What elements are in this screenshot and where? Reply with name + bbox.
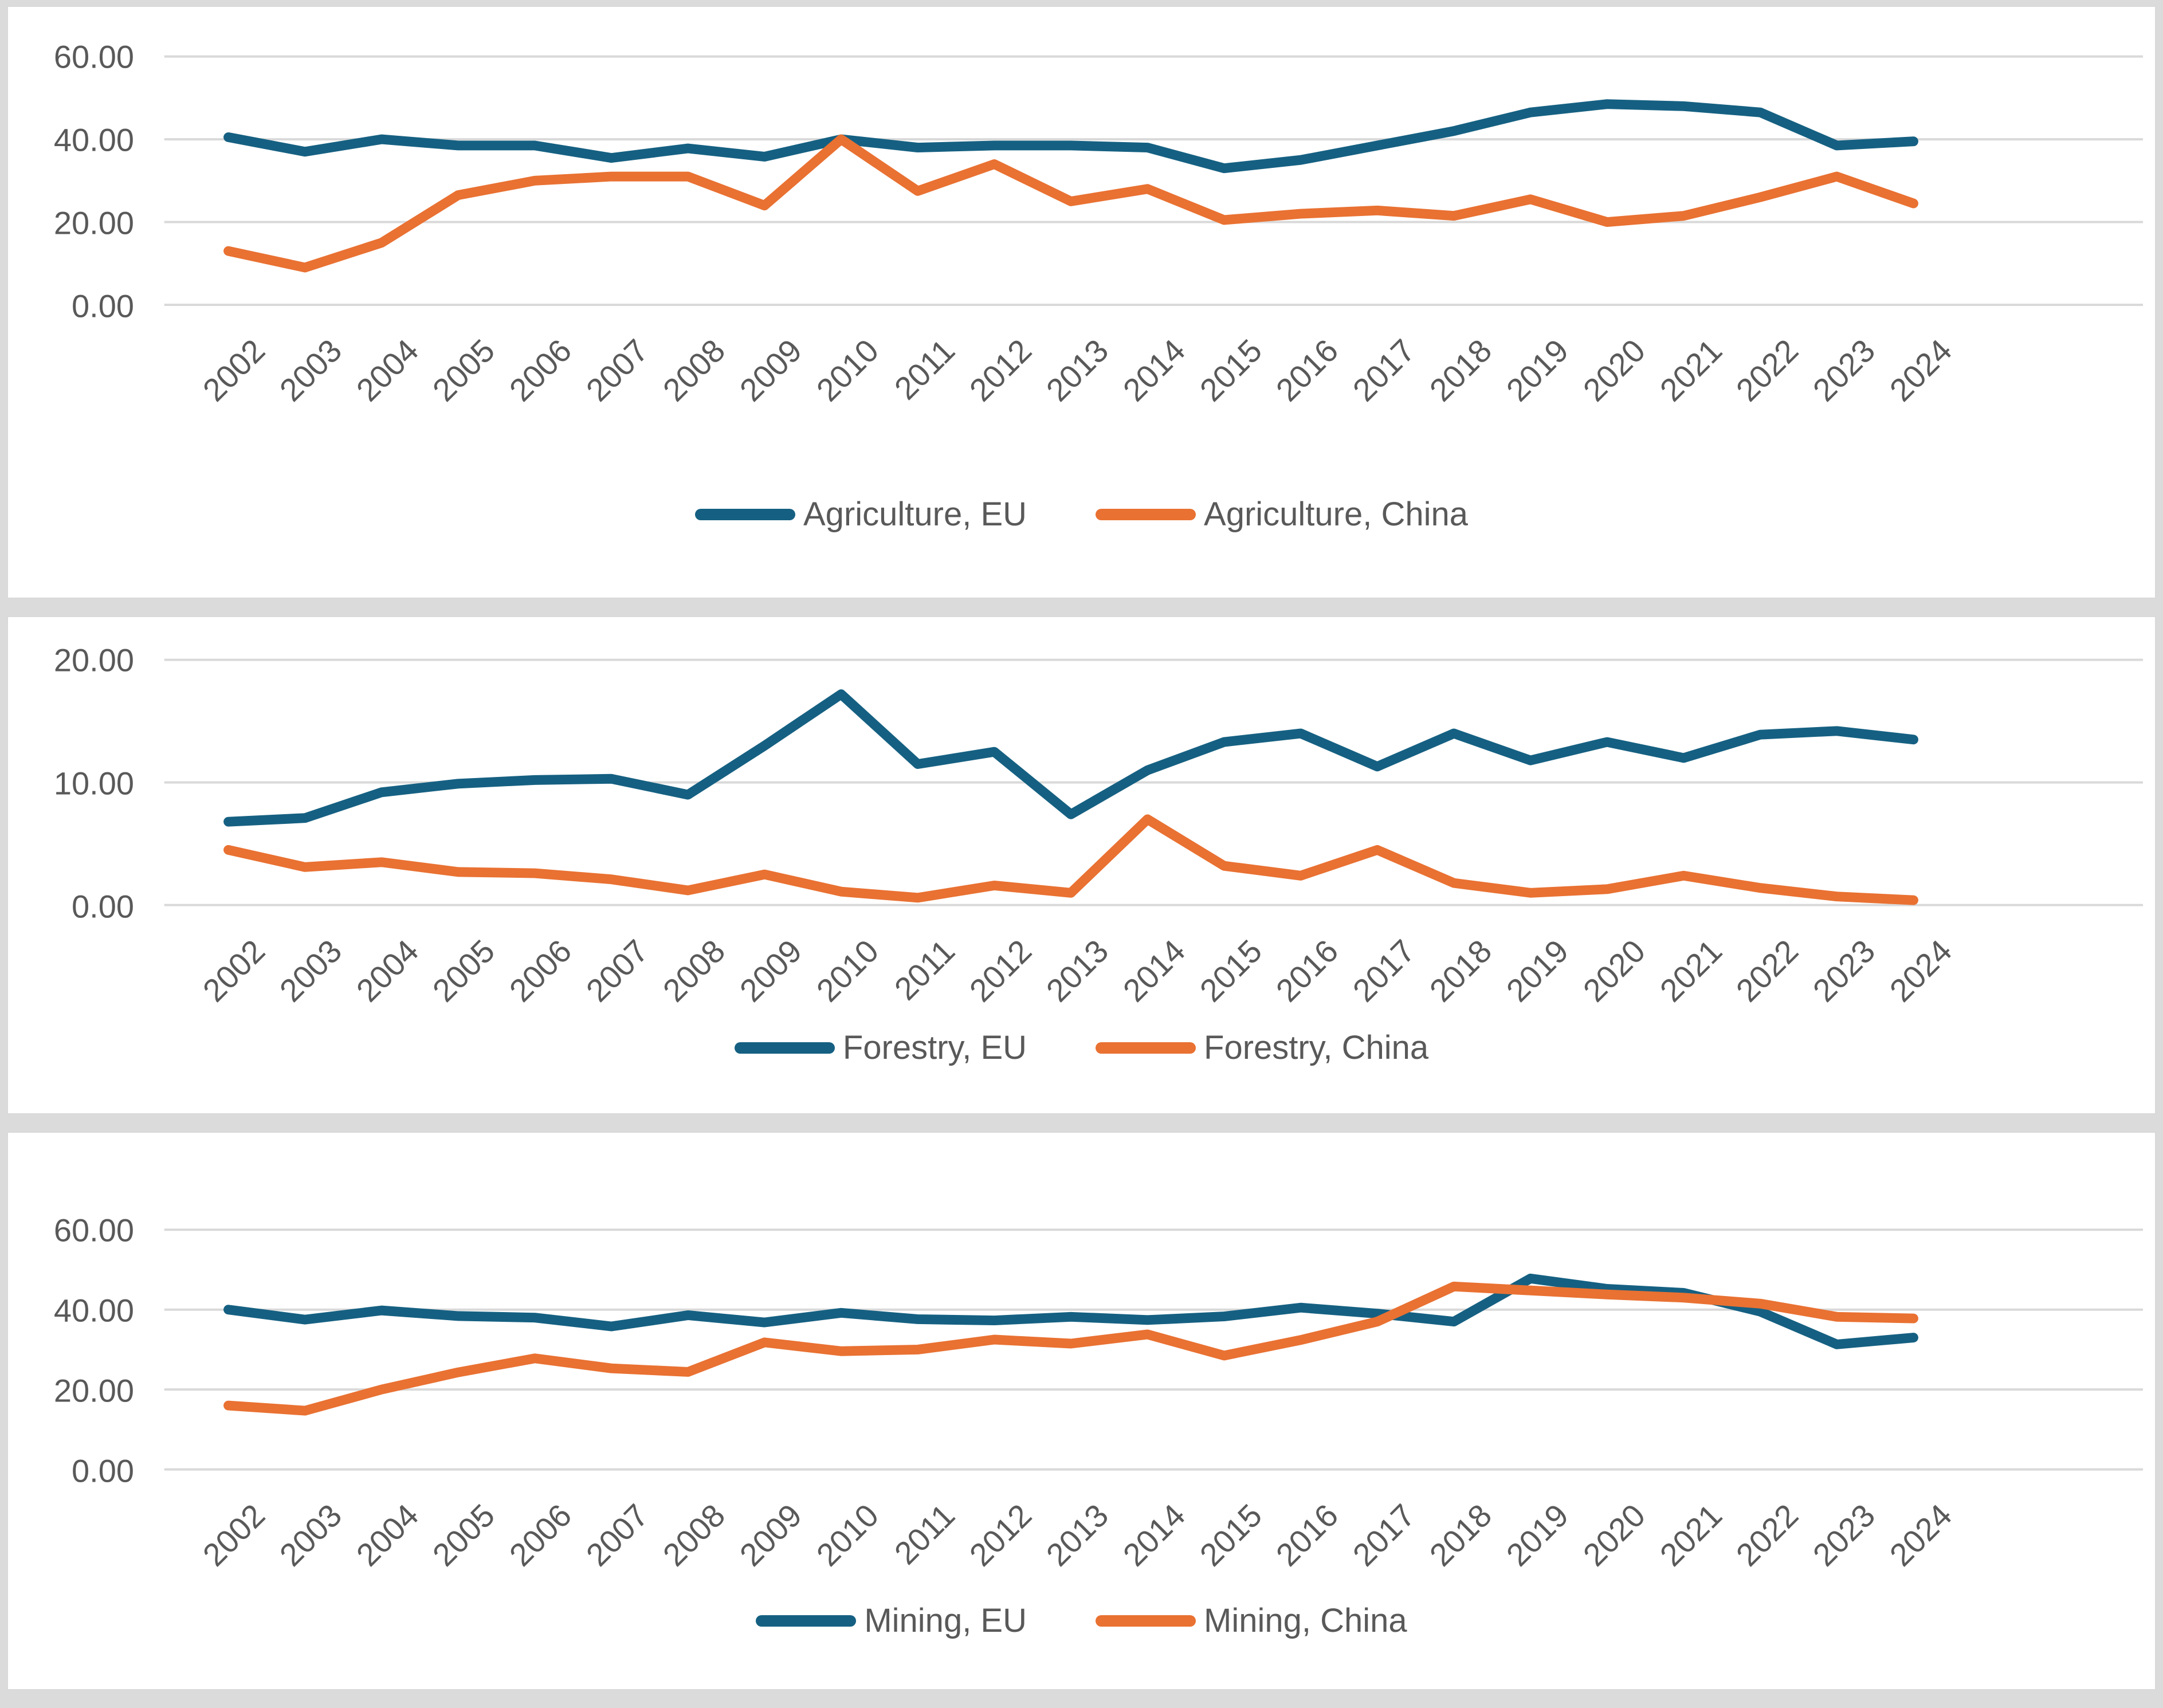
legend-line-swatch-china (1096, 508, 1196, 520)
series-line-mining-china (223, 1281, 1918, 1416)
y-axis-tick-label: 20.00 (53, 205, 134, 241)
legend-label-mining-china: Mining, China (1204, 1602, 1407, 1639)
y-axis-tick-label: 0.00 (72, 288, 134, 324)
mining-plot-area (164, 1228, 2144, 1471)
y-axis-tick-label: 20.00 (53, 642, 134, 678)
series-line-forestry-eu (223, 689, 1918, 827)
y-axis-tick-label: 60.00 (53, 38, 134, 75)
legend-label-forestry-eu: Forestry, EU (842, 1029, 1027, 1066)
y-axis-tick-label: 0.00 (72, 888, 134, 925)
series-line-mining-eu (223, 1273, 1918, 1349)
legend-line-swatch-eu (734, 1042, 835, 1054)
mining-chart-panel: Mining, EU Mining, China 60.00 40.00 20.00… (7, 1132, 2156, 1690)
legend-label-mining-eu: Mining, EU (864, 1602, 1027, 1639)
legend-line-swatch-china (1096, 1042, 1196, 1054)
y-axis-tick-label: 40.00 (53, 121, 134, 158)
legend-line-swatch-eu (756, 1615, 857, 1627)
forestry-chart-panel: Forestry, EU Forestry, China 20.00 10.00 0… (7, 616, 2156, 1114)
y-axis-tick-label: 60.00 (53, 1212, 134, 1248)
forestry-legend: Forestry, EU Forestry, China (8, 1028, 2155, 1067)
series-line-agriculture-eu (223, 99, 1918, 174)
legend-line-swatch-eu (694, 508, 795, 520)
y-axis-tick-label: 10.00 (53, 765, 134, 802)
agriculture-chart-panel: Agriculture, EU Agriculture, China 60.00… (7, 6, 2156, 599)
y-axis-tick-label: 40.00 (53, 1292, 134, 1329)
legend-item-agriculture-eu: Agriculture, EU (694, 495, 1027, 533)
legend-item-agriculture-china: Agriculture, China (1096, 495, 1468, 533)
legend-item-forestry-eu: Forestry, EU (734, 1028, 1027, 1067)
agriculture-legend: Agriculture, EU Agriculture, China (8, 495, 2155, 533)
legend-label-agriculture-eu: Agriculture, EU (803, 496, 1027, 533)
legend-label-agriculture-china: Agriculture, China (1204, 496, 1469, 533)
series-line-agriculture-china (223, 134, 1918, 273)
legend-label-forestry-china: Forestry, China (1204, 1029, 1429, 1066)
forestry-plot-area (164, 658, 2144, 906)
mining-legend: Mining, EU Mining, China (8, 1601, 2155, 1640)
y-axis-tick-label: 20.00 (53, 1372, 134, 1409)
series-line-forestry-china (223, 814, 1918, 905)
legend-line-swatch-china (1096, 1615, 1196, 1627)
legend-item-mining-eu: Mining, EU (756, 1601, 1027, 1640)
y-axis-tick-label: 0.00 (72, 1452, 134, 1489)
legend-item-forestry-china: Forestry, China (1096, 1028, 1428, 1067)
agriculture-plot-area (164, 55, 2144, 306)
legend-item-mining-china: Mining, China (1096, 1601, 1407, 1640)
